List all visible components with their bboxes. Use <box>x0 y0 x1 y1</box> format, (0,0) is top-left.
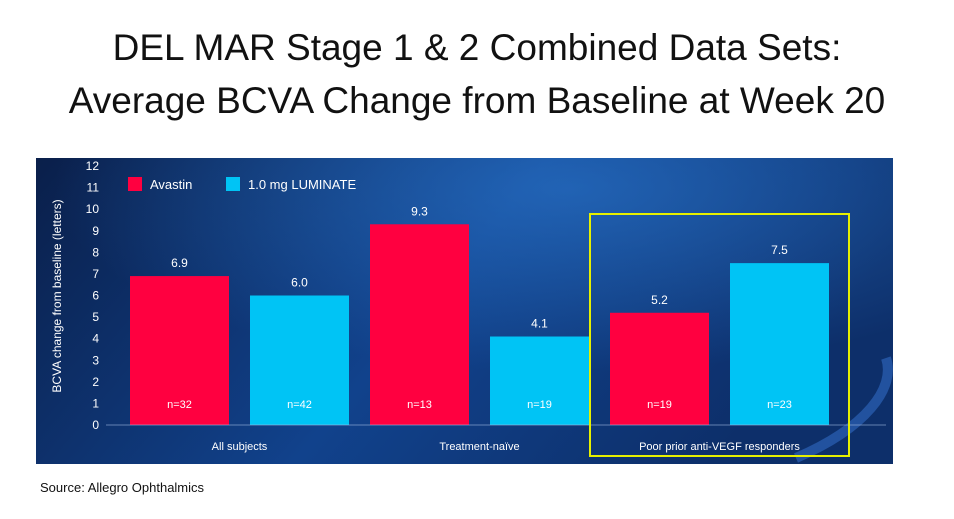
y-tick-label: 6 <box>92 289 99 303</box>
y-tick-label: 10 <box>86 202 100 216</box>
bar-value-label: 7.5 <box>771 243 788 257</box>
bar-n-label: n=23 <box>767 399 792 411</box>
bar-luminate-1 <box>490 336 589 425</box>
y-axis-label: BCVA change from baseline (letters) <box>50 199 64 392</box>
bar-avastin-0 <box>130 276 229 425</box>
bars-group <box>106 224 886 426</box>
bar-n-label: n=13 <box>407 399 432 411</box>
bar-n-label: n=42 <box>287 399 312 411</box>
y-tick-label: 8 <box>92 245 99 259</box>
legend: Avastin 1.0 mg LUMINATE <box>128 177 356 192</box>
legend-swatch-luminate <box>226 177 240 191</box>
slide-title-line-2: Average BCVA Change from Baseline at Wee… <box>68 80 886 121</box>
legend-swatch-avastin <box>128 177 142 191</box>
bar-n-label: n=19 <box>527 399 552 411</box>
x-category-label: Treatment-naïve <box>439 441 519 453</box>
bar-avastin-1 <box>370 224 469 425</box>
slide-title-line-1: DEL MAR Stage 1 & 2 Combined Data Sets: <box>112 27 842 68</box>
source-note: Source: Allegro Ophthalmics <box>40 480 205 495</box>
bar-value-label: 6.0 <box>291 276 308 290</box>
y-tick-label: 3 <box>92 353 99 367</box>
y-tick-label: 2 <box>92 375 99 389</box>
labels-group: 6.9 n=32 6.0 n=42 All subjects 9.3 n=13 4.1 n=19… <box>167 204 850 457</box>
chart-panel: 0 1 2 3 4 5 6 7 8 9 10 11 12 6.9 n=32 6.0 n=42 All subje… <box>36 158 893 464</box>
legend-label-avastin: Avastin <box>150 177 192 192</box>
y-tick-label: 12 <box>86 159 100 173</box>
decorative-swoosh <box>794 356 893 463</box>
x-category-label: All subjects <box>212 441 268 453</box>
bar-value-label: 4.1 <box>531 317 548 331</box>
bar-value-label: 5.2 <box>651 293 668 307</box>
bar-n-label: n=19 <box>647 399 672 411</box>
y-tick-label: 1 <box>92 396 99 410</box>
y-tick-label: 11 <box>87 181 100 195</box>
highlight-box <box>589 213 850 457</box>
y-tick-label: 5 <box>92 310 99 324</box>
bar-value-label: 6.9 <box>171 256 188 270</box>
x-category-label: Poor prior anti-VEGF responders <box>639 441 800 453</box>
y-tick-label: 0 <box>92 418 99 432</box>
bar-n-label: n=32 <box>167 399 192 411</box>
y-tick-label: 4 <box>92 332 99 346</box>
bar-luminate-2 <box>730 263 829 425</box>
bar-value-label: 9.3 <box>411 204 428 218</box>
bar-avastin-2 <box>610 312 709 425</box>
y-tick-label: 7 <box>92 267 99 281</box>
y-tick-label: 9 <box>92 224 99 238</box>
bar-luminate-0 <box>250 295 349 425</box>
legend-label-luminate: 1.0 mg LUMINATE <box>248 177 356 192</box>
